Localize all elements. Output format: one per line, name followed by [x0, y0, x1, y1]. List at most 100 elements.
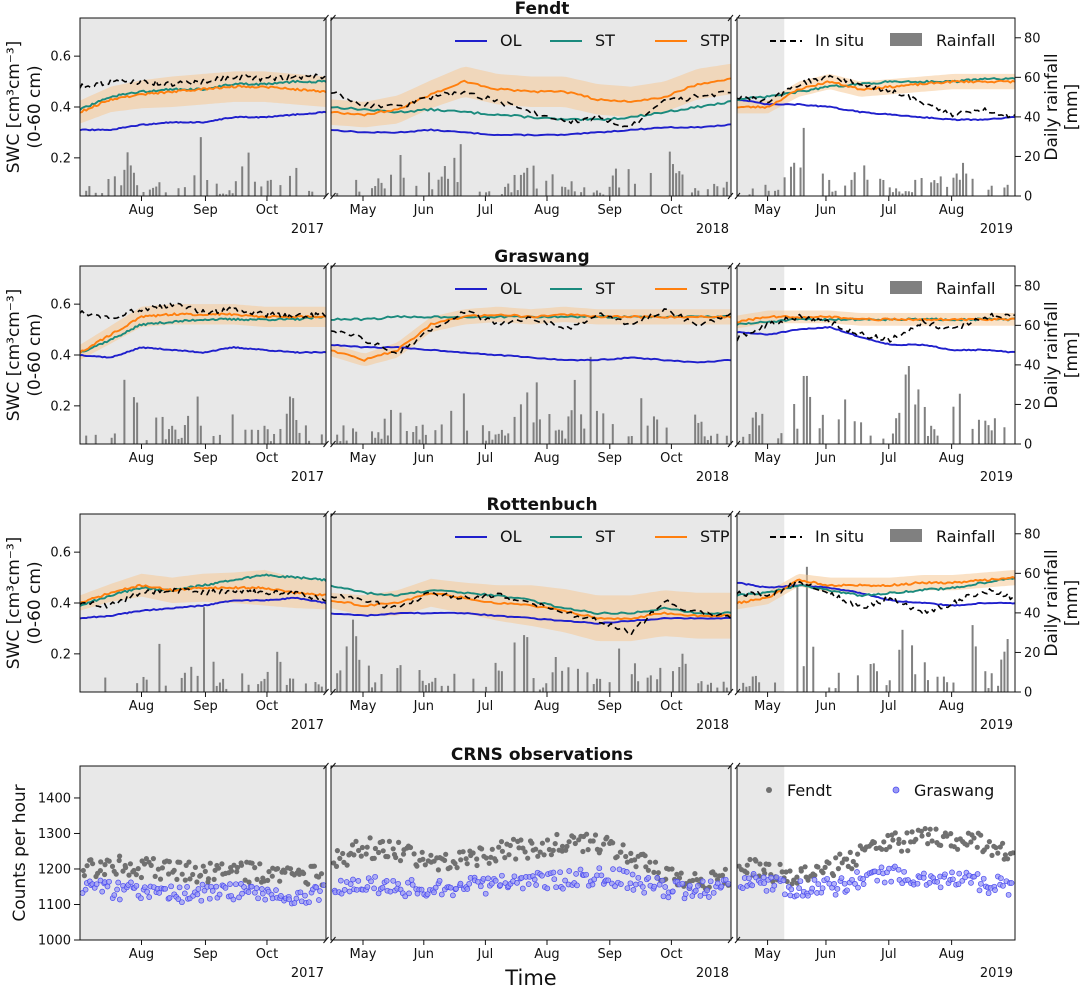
graswang-point: [248, 883, 255, 890]
insitu-line: [330, 90, 732, 128]
rainfall-bar: [456, 182, 459, 196]
axis-break-mark: [734, 510, 741, 518]
fendt-point: [971, 835, 977, 841]
stp-line: [330, 592, 732, 621]
graswang-point: [236, 894, 242, 901]
rainfall-bar: [681, 174, 684, 196]
y-tick-label: 1300: [38, 827, 71, 842]
stp-uncertainty-band: [737, 569, 1015, 610]
rainfall-bar: [225, 688, 228, 692]
st-legend-label: ST: [595, 31, 615, 50]
fendt-point: [393, 854, 399, 861]
rainfall-bar: [126, 152, 129, 196]
rainfall-bar: [952, 682, 955, 692]
x-tick-label: Jul: [880, 947, 897, 962]
y-axis-label: Counts per hour: [10, 784, 30, 921]
rainfall-bar: [649, 172, 652, 196]
rainfall-bar: [241, 673, 244, 692]
fendt-point: [80, 867, 86, 874]
x-tick-label: Sep: [598, 699, 623, 714]
rainfall-bar: [678, 171, 681, 196]
fendt-point: [554, 831, 560, 838]
rainfall-bar: [494, 662, 497, 692]
stp-legend-label: STP: [700, 279, 730, 298]
y-axis-label-units: (0-60 cm): [25, 561, 45, 644]
axis-break-mark: [727, 262, 734, 270]
rainfall-bar: [754, 675, 757, 692]
fendt-point: [1002, 852, 1009, 858]
fendt-point: [117, 853, 123, 859]
insitu-line: [330, 591, 732, 636]
graswang-point: [466, 880, 473, 887]
y-axis-label: SWC [cm³cm⁻³]: [4, 537, 24, 670]
graswang-point: [375, 890, 382, 897]
rainfall-bar: [725, 687, 728, 692]
fendt-point: [899, 848, 905, 854]
rainfall-bar: [751, 417, 754, 444]
rainfall-bar: [266, 671, 269, 692]
y-tick-label: 1200: [38, 862, 71, 877]
rainfall-bar: [971, 178, 974, 196]
rainfall-bar: [742, 682, 745, 692]
rainfall-bar: [774, 682, 777, 692]
rainfall-bar: [589, 356, 592, 444]
rainfall-bar: [352, 428, 355, 444]
fendt-legend-label: Fendt: [787, 781, 832, 800]
rainfall-bar: [697, 190, 700, 196]
graswang-point: [874, 877, 881, 884]
insitu-line: [736, 74, 1015, 119]
rainfall-bar: [652, 416, 655, 444]
axis-break-mark: [330, 192, 336, 200]
st-line: [80, 315, 327, 354]
fendt-point: [353, 838, 359, 845]
year-label: 2019: [980, 718, 1013, 733]
fendt-point: [544, 837, 551, 843]
rainfall-bar: [129, 165, 132, 196]
rainfall-bar: [142, 192, 145, 196]
rainfall-legend-swatch: [890, 529, 922, 542]
rainfall-bar: [987, 688, 990, 692]
graswang-point: [553, 884, 559, 891]
fendt-point: [610, 840, 616, 846]
graswang-point: [306, 899, 312, 906]
rainfall-bar: [288, 396, 291, 444]
graswang-point: [431, 889, 437, 896]
rainfall-bar: [567, 189, 570, 196]
graswang-point: [245, 889, 252, 895]
rainfall-bar: [706, 684, 709, 692]
graswang-point: [1000, 882, 1006, 889]
rainfall-bar: [136, 683, 139, 692]
x-tick-label: Aug: [129, 451, 154, 466]
rainfall-bar: [646, 425, 649, 444]
fendt-point: [84, 863, 90, 869]
rainfall-bar: [640, 398, 643, 444]
rainfall-bar: [885, 685, 888, 692]
x-tick-label: May: [350, 699, 377, 714]
graswang-point: [233, 881, 239, 888]
x-tick-label: Jun: [413, 203, 434, 218]
fendt-point: [601, 841, 607, 847]
axis-break-mark: [330, 262, 336, 270]
fendt-point: [978, 832, 984, 838]
fendt-point: [805, 877, 811, 883]
st-line: [330, 100, 732, 122]
rainfall-bar: [946, 682, 949, 692]
swc-panel-graswang: Graswang 0.2 0.4 0.6 0 20 40 60 80 SWC [cm³cm⁻³](…: [4, 247, 1082, 485]
graswang-point: [844, 887, 850, 894]
rainfall-bar: [120, 185, 123, 196]
st-legend-label: ST: [595, 279, 615, 298]
rainfall-bar: [789, 166, 792, 196]
rainfall-bar: [415, 185, 418, 196]
graswang-point: [662, 884, 669, 890]
fendt-point: [442, 857, 448, 864]
x-tick-label: Aug: [939, 947, 964, 962]
ol-legend-label: OL: [500, 31, 522, 50]
y-right-axis-label: Daily rainfall: [1042, 53, 1062, 160]
graswang-point: [679, 880, 686, 887]
x-tick-label: Oct: [256, 947, 278, 962]
y-tick-label: 1100: [38, 898, 71, 913]
rainfall-bar: [279, 185, 282, 196]
legend: OL ST STP In situ Rainfall: [455, 279, 995, 298]
rainfall-bar: [386, 435, 389, 444]
axis-break-mark: [323, 936, 329, 944]
